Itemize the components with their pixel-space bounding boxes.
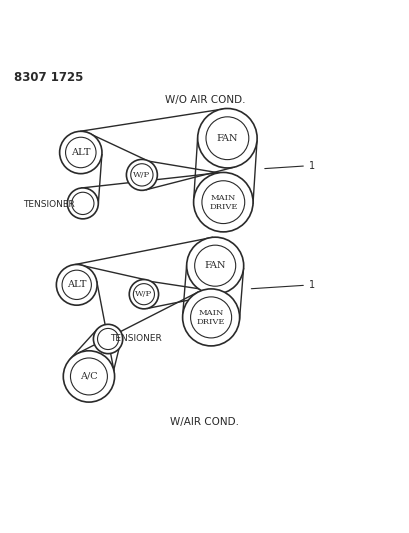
Circle shape bbox=[59, 131, 102, 174]
Text: FAN: FAN bbox=[216, 134, 238, 143]
Circle shape bbox=[93, 324, 122, 354]
Circle shape bbox=[193, 173, 252, 232]
Text: A/C: A/C bbox=[80, 372, 97, 381]
Text: MAIN
DRIVE: MAIN DRIVE bbox=[209, 193, 237, 211]
Text: MAIN
DRIVE: MAIN DRIVE bbox=[196, 309, 225, 326]
Circle shape bbox=[129, 279, 158, 309]
Circle shape bbox=[126, 159, 157, 190]
Text: W/AIR COND.: W/AIR COND. bbox=[170, 417, 239, 427]
Text: 1: 1 bbox=[264, 160, 314, 171]
Circle shape bbox=[186, 237, 243, 294]
Text: W/P: W/P bbox=[133, 171, 150, 179]
Text: W/P: W/P bbox=[135, 290, 152, 298]
Circle shape bbox=[197, 109, 256, 168]
Text: TENSIONER: TENSIONER bbox=[23, 200, 74, 209]
Circle shape bbox=[182, 289, 239, 346]
Circle shape bbox=[63, 351, 115, 402]
Text: ALT: ALT bbox=[67, 280, 86, 289]
Circle shape bbox=[56, 264, 97, 305]
Text: 8307 1725: 8307 1725 bbox=[13, 71, 83, 84]
Text: FAN: FAN bbox=[204, 261, 225, 270]
Circle shape bbox=[67, 188, 98, 219]
Text: TENSIONER: TENSIONER bbox=[110, 335, 162, 343]
Text: ALT: ALT bbox=[71, 148, 90, 157]
Text: W/O AIR COND.: W/O AIR COND. bbox=[164, 94, 245, 104]
Text: 1: 1 bbox=[251, 280, 314, 290]
